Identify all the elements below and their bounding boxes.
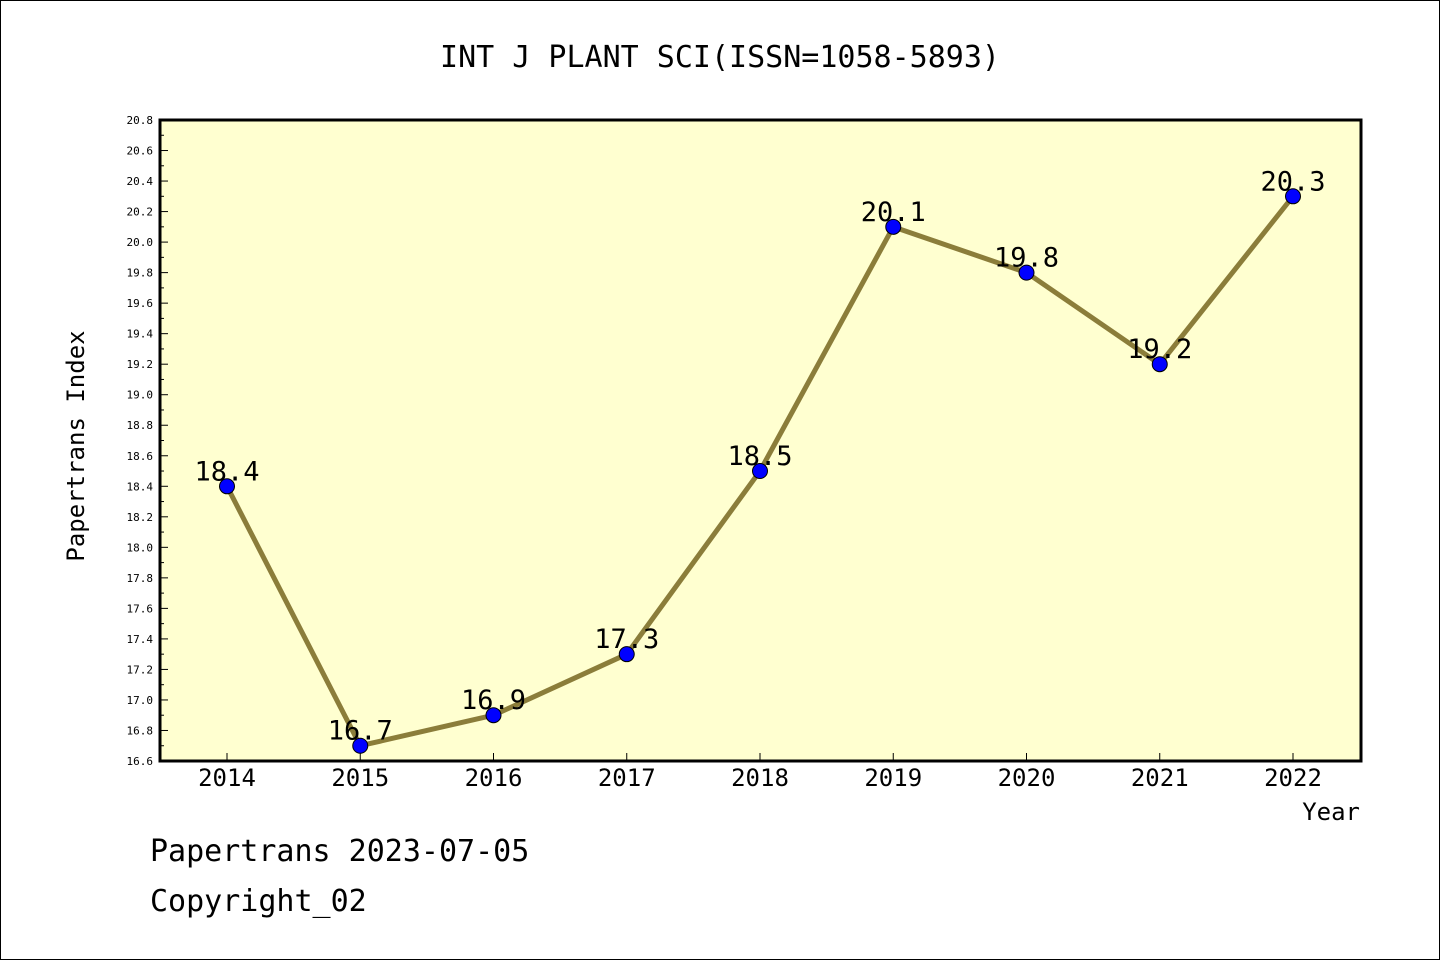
- y-tick-label: 19.6: [127, 297, 154, 310]
- chart-title: INT J PLANT SCI(ISSN=1058-5893): [440, 40, 1000, 75]
- y-tick-label: 19.8: [127, 267, 154, 280]
- y-tick-label: 18.8: [127, 419, 154, 432]
- data-label: 19.8: [994, 243, 1059, 274]
- y-axis-label: Papertrans Index: [62, 330, 90, 561]
- data-point: [1018, 264, 1035, 281]
- y-tick-label: 17.0: [127, 694, 154, 707]
- data-label: 20.1: [861, 197, 926, 228]
- data-label: 18.5: [727, 441, 792, 472]
- y-tick-label: 20.6: [127, 145, 154, 158]
- x-tick-label: 2017: [598, 764, 656, 792]
- x-tick-label: 2015: [331, 764, 389, 792]
- data-label: 17.3: [594, 624, 659, 655]
- data-label: 20.3: [1260, 166, 1325, 197]
- y-tick-label: 20.4: [127, 175, 154, 188]
- footer-date: Papertrans 2023-07-05: [150, 834, 530, 869]
- plot-area: [158, 118, 1363, 763]
- x-axis-label: Year: [1302, 798, 1360, 826]
- y-tick-label: 17.4: [127, 633, 154, 646]
- x-tick-label: 2022: [1264, 764, 1322, 792]
- y-tick-label: 20.2: [127, 206, 154, 219]
- x-tick-label: 2014: [198, 764, 256, 792]
- y-tick-label: 19.0: [127, 389, 154, 402]
- x-tick-label: 2018: [731, 764, 789, 792]
- data-label: 18.4: [194, 456, 259, 487]
- data-label: 19.2: [1127, 334, 1192, 365]
- x-tick-label: 2021: [1131, 764, 1189, 792]
- data-point: [1151, 356, 1168, 373]
- data-point: [618, 646, 635, 663]
- data-point: [219, 478, 235, 495]
- y-tick-label: 20.8: [127, 114, 154, 127]
- data-point: [352, 737, 369, 754]
- y-tick-label: 18.4: [127, 480, 154, 493]
- data-label: 16.9: [461, 685, 526, 716]
- y-tick-label: 18.6: [127, 450, 154, 463]
- data-label: 16.7: [328, 716, 393, 747]
- x-axis: 2014 2015 2016 2017 2018 2019 2020 2021 2022: [198, 753, 1322, 792]
- x-tick-label: 2016: [465, 764, 523, 792]
- data-point: [885, 218, 902, 235]
- data-point: [752, 463, 768, 480]
- y-tick-label: 20.0: [127, 236, 154, 249]
- x-tick-label: 2019: [864, 764, 922, 792]
- y-tick-label: 18.0: [127, 541, 154, 554]
- data-point: [485, 707, 502, 724]
- x-tick-label: 2020: [998, 764, 1056, 792]
- y-tick-label: 16.8: [127, 724, 154, 737]
- data-point: [1285, 188, 1301, 205]
- y-axis: 16.6 16.8 17.0 17.2 17.4 17.6 17.8 18.0 18.2 18.4…: [127, 114, 168, 768]
- footer-copyright: Copyright_02: [150, 884, 367, 919]
- series-line-group: 18.4 16.7 16.9 17.3 18.5 20.1 19.8 19.2 20.3: [194, 166, 1326, 754]
- y-tick-label: 17.6: [127, 602, 154, 615]
- y-tick-label: 17.8: [127, 572, 154, 585]
- y-tick-label: 18.2: [127, 511, 154, 524]
- y-tick-label: 19.4: [127, 328, 154, 341]
- y-tick-label: 19.2: [127, 358, 154, 371]
- y-tick-label: 17.2: [127, 663, 154, 676]
- y-tick-label: 16.6: [127, 755, 154, 768]
